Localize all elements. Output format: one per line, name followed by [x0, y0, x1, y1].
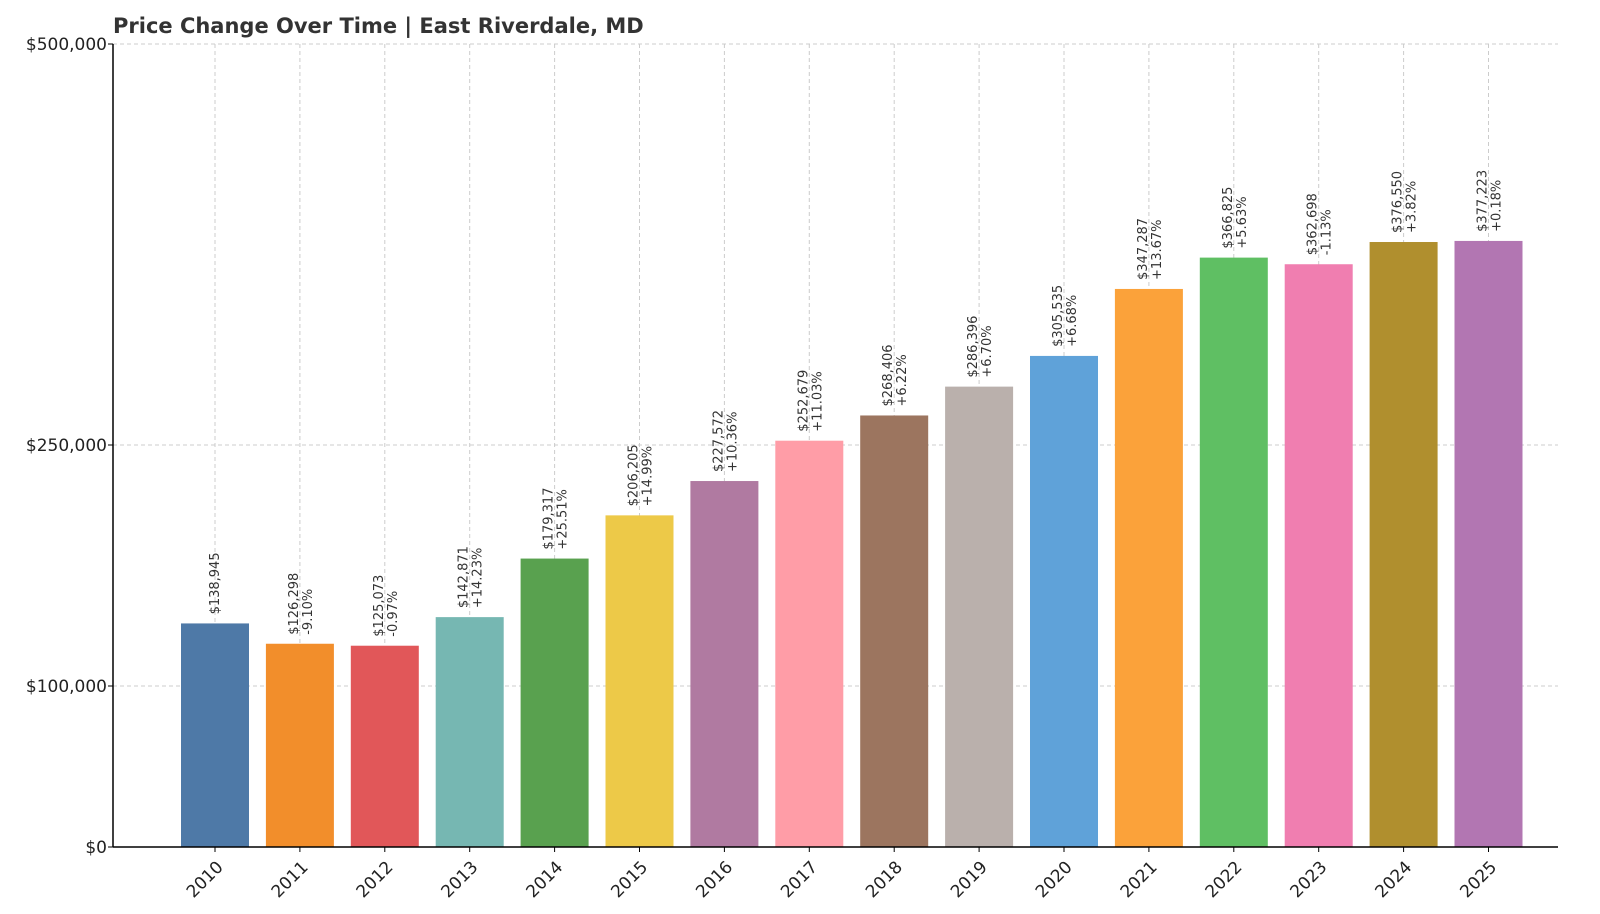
x-tick-label-2025: 2025: [1456, 857, 1501, 902]
y-tick-label: $0: [85, 838, 107, 858]
value-label-2012: $125,073: [372, 575, 387, 637]
change-label-2015: +14.99%: [641, 446, 656, 506]
value-label-2010: $138,945: [208, 552, 223, 614]
x-tick-label-2011: 2011: [268, 857, 313, 902]
bar-2017: [775, 440, 844, 847]
change-label-2023: -1.13%: [1320, 209, 1335, 255]
bar-2013: [435, 617, 504, 847]
value-label-2014: $179,317: [542, 488, 557, 550]
change-label-2017: +11.03%: [810, 371, 825, 431]
value-label-2011: $126,298: [287, 573, 302, 635]
x-tick-label-2024: 2024: [1371, 857, 1416, 902]
x-tick-label-2018: 2018: [862, 857, 907, 902]
bar-2018: [860, 415, 929, 847]
value-label-2015: $206,205: [627, 444, 642, 506]
bar-2022: [1199, 257, 1268, 848]
bar-2020: [1030, 355, 1098, 847]
change-label-2016: +10.36%: [725, 412, 740, 472]
x-tick-label-2015: 2015: [607, 857, 652, 902]
bar-2012: [350, 645, 419, 847]
bar-2015: [605, 515, 674, 847]
x-tick-label-2020: 2020: [1032, 857, 1077, 902]
x-tick-label-2014: 2014: [522, 857, 567, 902]
value-label-2022: $366,825: [1221, 187, 1236, 249]
bar-2016: [690, 481, 759, 847]
x-tick-label-2012: 2012: [353, 857, 398, 902]
x-tick-label-2016: 2016: [692, 857, 737, 902]
change-label-2014: +25.51%: [556, 489, 571, 549]
value-label-2019: $286,396: [966, 316, 981, 378]
y-tick-label: $250,000: [26, 436, 107, 456]
change-label-2025: +0.18%: [1490, 180, 1505, 232]
value-label-2018: $268,406: [881, 344, 896, 406]
bar-2010: [181, 623, 249, 847]
change-label-2024: +3.82%: [1405, 181, 1420, 233]
change-label-2018: +6.22%: [895, 354, 910, 406]
y-axis-ticks: $0 $100,000 $250,000 $500,000: [26, 35, 113, 858]
bar-2019: [945, 386, 1014, 847]
x-axis-ticks: 2010 2011 2012 2013 2014 2015 2016 2017 2018 2019…: [183, 847, 1501, 902]
value-label-2023: $362,698: [1306, 193, 1321, 255]
bar-2023: [1284, 264, 1353, 847]
x-tick-label-2022: 2022: [1202, 857, 1247, 902]
bar-2021: [1114, 288, 1183, 847]
x-tick-label-2010: 2010: [183, 857, 228, 902]
y-tick-label: $100,000: [26, 677, 107, 697]
value-label-2016: $227,572: [711, 410, 726, 472]
data-labels: $138,945 $126,298 -9.10% $125,073 -0.97% $142…: [208, 170, 1505, 637]
value-label-2024: $376,550: [1391, 171, 1406, 233]
value-label-2021: $347,287: [1136, 218, 1151, 280]
bar-2025: [1454, 240, 1523, 847]
x-tick-label-2019: 2019: [947, 857, 992, 902]
change-label-2019: +6.70%: [980, 325, 995, 377]
y-tick-label: $500,000: [26, 35, 107, 55]
bars: [181, 240, 1523, 848]
change-label-2013: +14.23%: [471, 548, 486, 608]
value-label-2020: $305,535: [1051, 285, 1066, 347]
change-label-2022: +5.63%: [1235, 196, 1250, 248]
x-tick-label-2013: 2013: [438, 857, 483, 902]
change-label-2020: +6.68%: [1065, 295, 1080, 347]
change-label-2012: -0.97%: [386, 591, 401, 637]
chart-title: Price Change Over Time | East Riverdale,…: [113, 14, 644, 39]
value-label-2017: $252,679: [796, 370, 811, 432]
bar-2014: [520, 558, 589, 847]
x-tick-label-2021: 2021: [1117, 857, 1162, 902]
change-label-2021: +13.67%: [1150, 219, 1165, 279]
x-tick-label-2023: 2023: [1287, 857, 1332, 902]
x-tick-label-2017: 2017: [777, 857, 822, 902]
bar-2011: [265, 643, 334, 847]
value-label-2013: $142,871: [457, 546, 472, 608]
change-label-2011: -9.10%: [301, 589, 316, 635]
bar-2024: [1369, 242, 1438, 847]
value-label-2025: $377,223: [1476, 170, 1491, 232]
